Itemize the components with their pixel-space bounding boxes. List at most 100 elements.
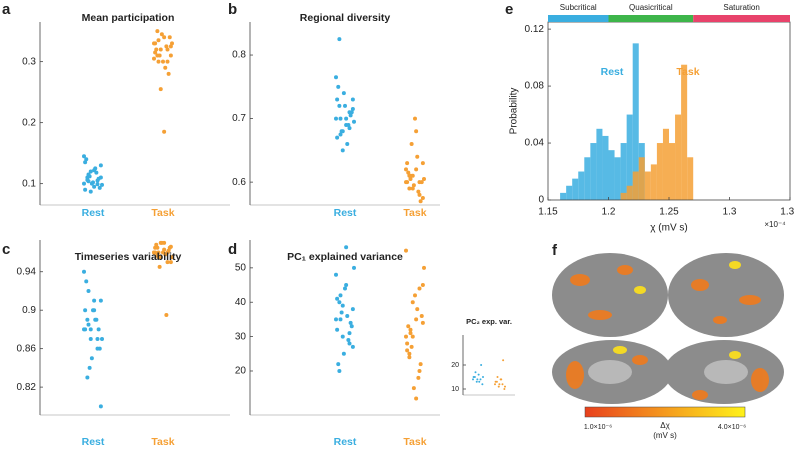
data-point [83, 160, 88, 165]
data-point [478, 380, 481, 383]
data-point [347, 331, 352, 336]
data-point [404, 167, 408, 172]
data-point [350, 344, 355, 349]
data-point [88, 169, 93, 174]
data-point [155, 29, 160, 34]
data-point [420, 196, 425, 201]
data-point [86, 322, 91, 327]
category-label: Rest [334, 207, 357, 219]
data-point [341, 351, 346, 356]
data-point [168, 44, 173, 49]
data-point [498, 383, 501, 386]
data-point [85, 317, 90, 322]
data-point [410, 173, 415, 178]
data-point [337, 300, 342, 305]
histogram-bar [584, 157, 591, 200]
brain-images [552, 253, 784, 418]
data-point [156, 255, 161, 260]
data-point [352, 265, 356, 270]
data-point [345, 313, 350, 318]
data-point [350, 97, 355, 102]
data-point [411, 183, 416, 188]
data-point [343, 286, 347, 291]
data-point [472, 376, 475, 378]
data-point [414, 396, 419, 401]
data-point [91, 308, 95, 313]
data-point [494, 380, 497, 383]
category-label: Task [403, 207, 426, 219]
data-point [344, 283, 349, 288]
data-point [494, 383, 496, 386]
data-point [405, 161, 410, 166]
data-point [334, 75, 338, 80]
data-point [98, 298, 103, 303]
data-point [82, 269, 86, 274]
data-point [154, 242, 159, 247]
histogram-bar [596, 128, 603, 200]
data-point [497, 385, 500, 388]
data-point [338, 317, 343, 322]
data-point [340, 334, 345, 339]
data-point [97, 185, 102, 190]
data-point [407, 355, 412, 360]
data-point [96, 327, 101, 332]
data-point [404, 248, 408, 253]
panel-label: e [505, 1, 513, 18]
data-point [410, 334, 415, 339]
data-point [420, 283, 425, 288]
data-point [417, 192, 422, 197]
data-point [474, 371, 477, 374]
panel-label: f [552, 242, 558, 259]
histogram-bar [626, 114, 633, 200]
data-point [161, 59, 165, 64]
histogram-bar [650, 164, 657, 200]
data-point [480, 364, 483, 366]
histogram-bar [632, 171, 639, 200]
data-point [157, 53, 162, 58]
data-point [414, 129, 419, 134]
data-point [98, 404, 103, 409]
regime-band [608, 15, 694, 22]
data-point [152, 56, 156, 61]
data-point [475, 380, 478, 383]
data-point [165, 47, 170, 52]
data-point [91, 180, 95, 185]
data-point [87, 365, 92, 370]
data-point [504, 385, 506, 388]
data-point [413, 293, 417, 298]
x-tick-label: 1.35 [780, 207, 794, 218]
data-point [83, 327, 88, 332]
data-point [158, 87, 163, 92]
y-tick-label: 0.2 [22, 117, 36, 128]
data-point [346, 338, 351, 343]
y-tick-label: 0.3 [22, 56, 36, 67]
data-point [343, 103, 347, 108]
data-point [338, 116, 343, 121]
x-tick-label: 1.3 [723, 207, 737, 218]
data-point [156, 38, 161, 43]
y-tick-label: 30 [235, 331, 247, 342]
data-point [501, 383, 504, 386]
data-point [347, 126, 352, 131]
data-point [100, 337, 104, 342]
data-point [404, 334, 408, 339]
x-tick-label: 1.25 [659, 207, 679, 218]
chart-title: PC₁ explained variance [287, 251, 403, 263]
chart-title: Regional diversity [300, 12, 391, 24]
data-point [170, 255, 174, 260]
data-point [153, 50, 158, 55]
data-point [164, 313, 169, 317]
data-point [337, 368, 342, 373]
category-label: Rest [82, 436, 105, 448]
panel-label: a [2, 1, 11, 18]
data-point [422, 176, 426, 181]
x-tick-label: 1.15 [538, 207, 558, 218]
y-axis-label: Probability [509, 88, 520, 135]
category-label: Rest [334, 436, 357, 448]
data-point [334, 272, 338, 277]
data-point [85, 375, 90, 380]
panel-label: c [2, 241, 10, 258]
data-point [406, 324, 411, 329]
data-point [415, 154, 420, 159]
histogram-bar [620, 143, 627, 200]
